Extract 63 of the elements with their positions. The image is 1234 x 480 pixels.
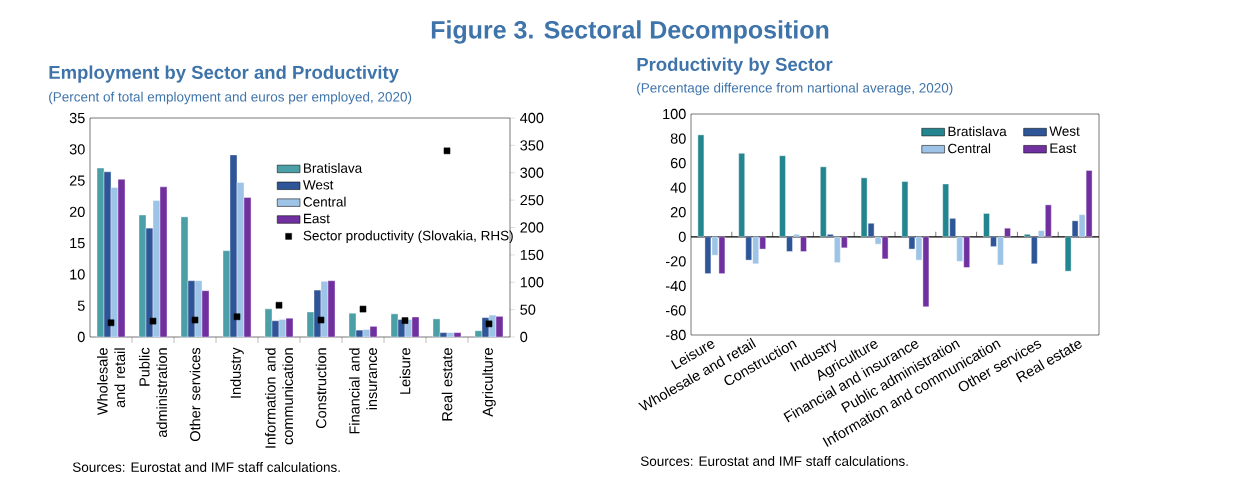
legend-label: Sector productivity (Slovakia, RHS): [303, 230, 513, 244]
x-tick-label: Other services: [189, 347, 201, 442]
y2-tick-label: 150: [520, 249, 544, 261]
point: [443, 147, 451, 155]
y2-tick-label: 50: [520, 304, 536, 315]
y2-tick-label: 100: [520, 277, 544, 288]
point: [191, 316, 199, 324]
point: [359, 305, 367, 313]
legend-label: Central: [303, 196, 346, 207]
y-tick-label: 80: [670, 133, 686, 144]
y-tick-label: -20: [665, 256, 686, 267]
x-tick-label: Agriculture: [482, 348, 496, 417]
legend-label: West: [1049, 126, 1080, 136]
point: [317, 316, 325, 324]
x-tick-label: Construction: [315, 348, 327, 429]
y-tick-label: 30: [69, 144, 85, 155]
chart-title: Employment by Sector and Productivity: [49, 65, 399, 83]
y-tick-label: 60: [670, 157, 686, 169]
y2-tick-label: 0: [520, 331, 528, 343]
legend-label: West: [303, 180, 334, 190]
y-tick-label: 20: [670, 207, 686, 218]
legend-label: East: [304, 213, 330, 224]
source-note: Sources: Eurostat and IMF staff calculations.: [72, 462, 340, 472]
chart-subtitle: (Percentage difference from nartional average, 2020): [637, 82, 953, 96]
x-tick-label: Industry: [230, 347, 244, 398]
y-tick-label: 15: [70, 238, 85, 249]
chart-subtitle: (Percent of total employment and euros per employed, 2020): [49, 91, 412, 105]
legend-label: Bratislava: [304, 163, 363, 173]
point: [401, 317, 409, 324]
y2-tick-label: 300: [520, 167, 544, 178]
y-tick-label: 0: [678, 231, 686, 242]
x-tick-label: Leisure: [399, 348, 411, 394]
y2-tick-label: 250: [520, 194, 544, 206]
y-tick-label: 40: [670, 182, 686, 193]
x-tick-label: Financial and insurance: [348, 348, 378, 434]
y-tick-label: 35: [69, 112, 85, 124]
point: [107, 319, 115, 327]
y-tick-label: 20: [69, 206, 85, 217]
x-tick-label: Wholesale and retail: [96, 348, 126, 416]
y2-tick-label: 350: [520, 140, 544, 151]
point: [149, 317, 157, 325]
x-tick-label: Real estate: [441, 348, 453, 421]
y-tick-label: 0: [77, 331, 85, 343]
y-tick-label: -80: [665, 329, 686, 341]
y-tick-label: 10: [70, 269, 85, 280]
y-tick-label: -60: [665, 305, 686, 316]
source-note: Sources: Eurostat and IMF staff calculations.: [640, 456, 908, 466]
y2-tick-label: 400: [520, 112, 544, 124]
point: [485, 320, 493, 328]
legend-label: Bratislava: [948, 126, 1007, 137]
point: [233, 313, 241, 321]
x-tick-label: Public administration: [138, 347, 168, 438]
legend-label: Central: [948, 143, 991, 154]
y-tick-label: 5: [77, 300, 85, 311]
legend-label: East: [1050, 143, 1077, 153]
chart-title: Productivity by Sector: [637, 57, 833, 75]
y-tick-label: 25: [69, 175, 85, 186]
y-tick-label: -40: [665, 280, 686, 292]
y2-tick-label: 200: [520, 222, 544, 233]
x-tick-label: Information and communication: [264, 348, 294, 448]
y-tick-label: 100: [663, 108, 686, 120]
point: [275, 301, 283, 309]
caption: Figure 3. Sectoral Decomposition: [431, 20, 829, 44]
